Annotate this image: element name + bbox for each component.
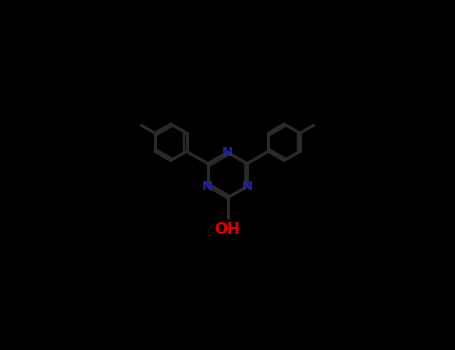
Text: N: N — [202, 180, 213, 193]
Text: N: N — [222, 146, 233, 159]
Text: OH: OH — [215, 222, 240, 237]
Text: N: N — [242, 180, 253, 193]
